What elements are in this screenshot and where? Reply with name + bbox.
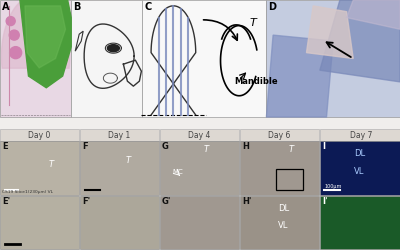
Bar <box>0 141 79 195</box>
Bar <box>266 0 400 117</box>
Text: C: C <box>144 2 152 12</box>
Text: DL: DL <box>354 149 365 158</box>
Text: T: T <box>49 160 54 169</box>
Text: T: T <box>249 18 256 28</box>
Circle shape <box>9 30 19 40</box>
Text: I: I <box>322 142 325 151</box>
Bar <box>80 129 159 141</box>
Circle shape <box>6 16 15 26</box>
Text: Day 1: Day 1 <box>108 130 131 140</box>
Bar <box>320 129 400 141</box>
Text: Day 4: Day 4 <box>188 130 211 140</box>
Text: Day 0: Day 0 <box>28 130 51 140</box>
Bar <box>0 0 71 117</box>
Polygon shape <box>346 0 400 29</box>
Text: E: E <box>2 142 8 151</box>
Text: Mandible: Mandible <box>234 77 278 86</box>
Bar <box>240 129 319 141</box>
Text: E': E' <box>2 197 10 206</box>
Text: H: H <box>242 142 249 151</box>
Polygon shape <box>306 6 353 59</box>
Text: VL: VL <box>354 168 365 176</box>
Text: G': G' <box>162 197 171 206</box>
Text: Day 7: Day 7 <box>350 130 372 140</box>
Bar <box>240 196 319 249</box>
Text: T: T <box>289 145 294 154</box>
Text: H': H' <box>242 197 251 206</box>
Polygon shape <box>2 0 70 68</box>
Polygon shape <box>320 0 400 82</box>
Text: F': F' <box>82 197 90 206</box>
Bar <box>0 129 79 141</box>
Text: Day 6: Day 6 <box>268 130 291 140</box>
Bar <box>142 0 266 117</box>
Text: I': I' <box>322 197 328 206</box>
Text: A: A <box>2 2 10 12</box>
Bar <box>160 141 239 195</box>
Polygon shape <box>20 0 71 88</box>
Bar <box>240 141 319 195</box>
Polygon shape <box>266 35 333 117</box>
Text: VL: VL <box>278 221 288 230</box>
Bar <box>80 196 159 249</box>
Bar <box>276 169 303 190</box>
Bar <box>0 196 79 249</box>
Bar <box>80 141 159 195</box>
Text: T: T <box>204 145 209 154</box>
Bar <box>320 196 400 249</box>
Text: T: T <box>126 156 131 164</box>
Bar <box>71 0 142 117</box>
Text: CS19 Slice1(230μm) VL: CS19 Slice1(230μm) VL <box>2 190 53 194</box>
Text: 100μm: 100μm <box>324 184 341 189</box>
Text: DL: DL <box>278 204 289 213</box>
Text: B: B <box>73 2 80 12</box>
Circle shape <box>10 47 22 59</box>
Text: F: F <box>82 142 88 151</box>
Polygon shape <box>25 6 66 68</box>
Bar <box>320 141 400 195</box>
Bar <box>160 196 239 249</box>
Polygon shape <box>107 45 119 52</box>
Bar <box>160 129 239 141</box>
Text: D: D <box>268 2 276 12</box>
Text: G: G <box>162 142 169 151</box>
Text: MC: MC <box>172 170 183 175</box>
